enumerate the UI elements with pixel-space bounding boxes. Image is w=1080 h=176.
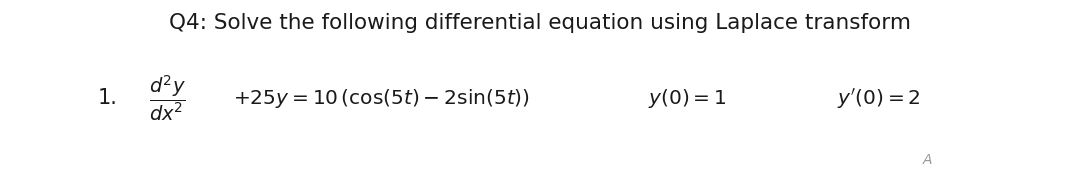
Text: $\dfrac{d^2y}{dx^2}$: $\dfrac{d^2y}{dx^2}$ <box>149 74 186 123</box>
Text: 1.: 1. <box>98 89 118 108</box>
Text: A: A <box>923 153 932 166</box>
Text: $+ 25y = 10\,(\cos(5t) - 2\sin(5t))$: $+ 25y = 10\,(\cos(5t) - 2\sin(5t))$ <box>232 87 529 110</box>
Text: $y(0) = 1$: $y(0) = 1$ <box>648 87 727 110</box>
Text: $y'(0) = 2$: $y'(0) = 2$ <box>837 86 920 111</box>
Text: Q4: Solve the following differential equation using Laplace transform: Q4: Solve the following differential equ… <box>168 13 912 33</box>
